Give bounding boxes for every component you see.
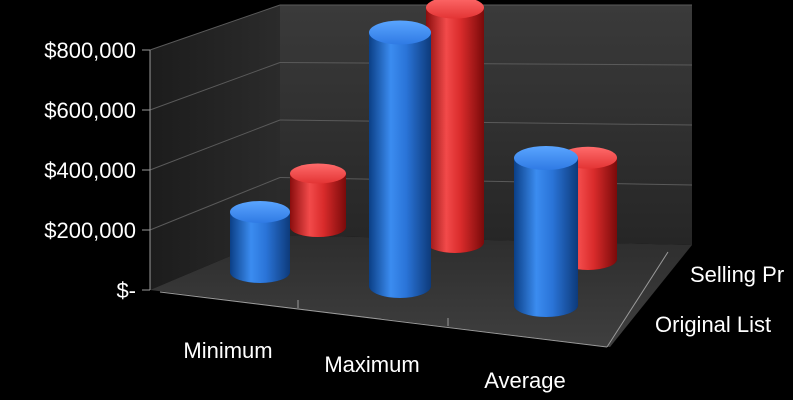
bar-body (426, 7, 484, 253)
x-axis: Minimum Maximum Average (159, 251, 669, 393)
y-tick-label: $800,000 (44, 38, 136, 63)
gridline-side (149, 4, 281, 51)
y-tick-label: $- (116, 278, 136, 303)
x-category-label: Minimum (183, 338, 272, 363)
y-tick-label: $400,000 (44, 158, 136, 183)
gridlines (149, 4, 693, 231)
gridline-side (149, 119, 281, 171)
bar-body (230, 212, 290, 283)
x-category-label: Average (484, 368, 566, 393)
bar-body (290, 173, 346, 237)
y-tick-label: $600,000 (44, 98, 136, 123)
gridline-back (279, 62, 693, 66)
bars (230, 0, 617, 317)
depth-axis-line (606, 251, 669, 348)
bar-original-list-maximum (369, 20, 431, 298)
gridline-back (279, 177, 693, 186)
gridline-side (149, 62, 281, 111)
bar-body (369, 32, 431, 298)
gridline-back (279, 119, 693, 126)
series-labels: Original List Selling Pr (655, 262, 784, 337)
bar-body (514, 158, 578, 317)
bar-top (290, 163, 346, 184)
y-tick-label: $200,000 (44, 218, 136, 243)
bar-top (369, 20, 431, 45)
series-label: Selling Pr (690, 262, 784, 287)
y-axis: $800,000 $600,000 $400,000 $200,000 $- (44, 38, 151, 303)
bar-selling-price-minimum (290, 163, 346, 237)
bar-top (514, 146, 578, 170)
x-category-label: Maximum (324, 352, 419, 377)
series-label: Original List (655, 312, 771, 337)
bar-original-list-minimum (230, 201, 290, 283)
bar-original-list-average (514, 146, 578, 317)
bar-top (230, 201, 290, 223)
bar-top (426, 0, 484, 19)
bar-selling-price-maximum (426, 0, 484, 253)
x-axis-line (159, 291, 608, 348)
gridline-side (149, 177, 281, 231)
